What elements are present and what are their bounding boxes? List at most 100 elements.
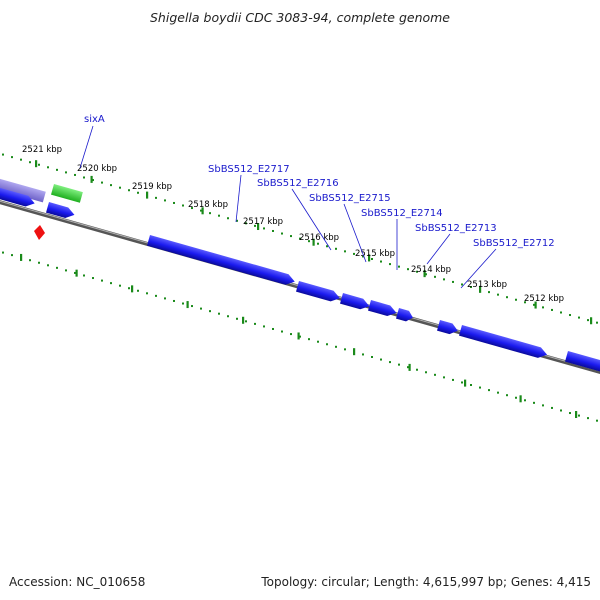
ring-dot (128, 189, 130, 192)
ring-dot (272, 229, 274, 232)
feature-cds-E2714[interactable] (368, 300, 398, 318)
ring-dot (524, 301, 526, 304)
ring-dot (506, 394, 508, 397)
ring-dot (461, 283, 463, 286)
ring-dot (434, 275, 436, 278)
ring-dot (227, 217, 229, 220)
ring-dot (173, 201, 175, 204)
ring-major-tick (353, 348, 356, 356)
tick-label-2518: 2518 kbp (188, 200, 228, 210)
tick-label-2512: 2512 kbp (524, 294, 564, 304)
ring-dot (335, 247, 337, 250)
ring-major-tick (242, 316, 245, 324)
gene-label-SbBS512-E2717[interactable]: SbBS512_E2717 (208, 164, 290, 223)
feature-shape (565, 351, 600, 376)
ring-dot (425, 371, 427, 374)
ring-dot (299, 237, 301, 240)
ring-dot (263, 325, 265, 328)
ring-dot (254, 322, 256, 325)
ring-dot (110, 184, 112, 187)
feature-shape (46, 202, 75, 219)
feature-cds-E2717[interactable] (147, 235, 296, 287)
ring-dot (326, 245, 328, 248)
tick-label-2513: 2513 kbp (467, 280, 507, 290)
ring-dot (272, 327, 274, 330)
gene-label-SbBS512-E2713[interactable]: SbBS512_E2713 (415, 223, 497, 265)
feature-cds-left[interactable] (0, 185, 36, 209)
gene-label-text: SbBS512_E2712 (473, 238, 555, 249)
ring-dot (488, 389, 490, 392)
ring-dot (560, 409, 562, 412)
ring-dot (2, 251, 4, 254)
map-title: Shigella boydii CDC 3083-94, complete ge… (150, 10, 450, 25)
ring-major-tick (131, 285, 134, 293)
ring-dot (191, 305, 193, 308)
ring-dot (281, 232, 283, 235)
ring-dot (470, 384, 472, 387)
ring-dot (164, 199, 166, 202)
ring-major-tick (408, 363, 411, 371)
ring-dot (380, 358, 382, 361)
ring-dot (515, 298, 517, 301)
red-feature-marker[interactable] (34, 225, 45, 240)
tick-label-2519: 2519 kbp (132, 182, 172, 192)
ring-major-tick (297, 332, 300, 340)
gene-label-sixA[interactable]: sixA (79, 114, 105, 169)
gene-label-SbBS512-E2715[interactable]: SbBS512_E2715 (309, 193, 391, 263)
ring-dot (542, 306, 544, 309)
feature-track (0, 176, 600, 376)
ring-dot (371, 257, 373, 260)
ring-major-tick (368, 254, 371, 262)
feature-shape (437, 320, 458, 335)
ring-dot (137, 191, 139, 194)
ring-major-tick (257, 223, 260, 231)
ring-dot (425, 273, 427, 276)
ring-dot (308, 240, 310, 243)
ring-dot (56, 168, 58, 171)
ring-dot (560, 311, 562, 314)
feature-shape (459, 325, 548, 358)
feature-faded-block[interactable] (0, 176, 46, 203)
ring-dot (110, 282, 112, 285)
feature-green-rna[interactable] (51, 184, 83, 203)
ring-dot (344, 250, 346, 253)
ring-dot (308, 338, 310, 341)
ring-dot (344, 348, 346, 351)
feature-cds-E2715[interactable] (340, 293, 371, 311)
ring-dot (551, 308, 553, 311)
ring-major-tick (464, 379, 467, 387)
ring-dot (416, 368, 418, 371)
ring-dot (497, 391, 499, 394)
ring-major-tick (146, 191, 149, 199)
feature-cds-E2712[interactable] (459, 325, 549, 360)
feature-cds-E2716[interactable] (296, 281, 341, 304)
ring-dot (119, 284, 121, 287)
feature-cds-sixA[interactable] (46, 202, 76, 220)
gene-label-SbBS512-E2712[interactable]: SbBS512_E2712 (460, 238, 555, 289)
ring-dot (533, 401, 535, 404)
gene-label-text: sixA (84, 114, 105, 125)
ring-dot (335, 345, 337, 348)
feature-cds-E2712a[interactable] (437, 320, 459, 336)
ring-dot (182, 204, 184, 207)
ring-dot (119, 186, 121, 189)
ring-major-tick (590, 317, 593, 325)
ring-dot (371, 355, 373, 358)
gene-label-text: SbBS512_E2713 (415, 223, 497, 234)
ring-dot (11, 254, 13, 257)
feature-cds-right[interactable] (565, 351, 600, 376)
ring-dot (443, 278, 445, 281)
ring-dot (245, 222, 247, 225)
ring-major-tick (35, 160, 38, 168)
ring-dot (497, 293, 499, 296)
ring-dot (281, 330, 283, 333)
feature-cds-E2713[interactable] (396, 308, 414, 323)
tick-labels: 2521 kbp 2520 kbp 2519 kbp 2518 kbp 2517… (22, 145, 564, 304)
ring-major-tick (20, 253, 23, 261)
gene-label-text: SbBS512_E2716 (257, 178, 339, 189)
ring-dot (542, 404, 544, 407)
ring-dot (569, 412, 571, 415)
ring-dot (407, 366, 409, 369)
gene-label-SbBS512-E2716[interactable]: SbBS512_E2716 (257, 178, 339, 251)
gene-label-SbBS512-E2714[interactable]: SbBS512_E2714 (361, 208, 443, 270)
